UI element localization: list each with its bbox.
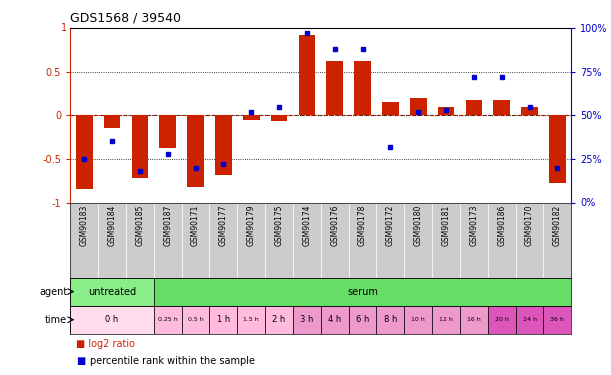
Text: 0.5 h: 0.5 h bbox=[188, 317, 203, 322]
Bar bbox=[210, 202, 237, 278]
Text: GSM90170: GSM90170 bbox=[525, 205, 534, 246]
Text: GSM90181: GSM90181 bbox=[442, 205, 450, 246]
Text: GSM90187: GSM90187 bbox=[163, 205, 172, 246]
Bar bbox=[460, 306, 488, 334]
Bar bbox=[159, 116, 176, 148]
Text: GDS1568 / 39540: GDS1568 / 39540 bbox=[70, 11, 181, 24]
Text: 4 h: 4 h bbox=[328, 315, 342, 324]
Bar bbox=[549, 116, 566, 183]
Bar bbox=[293, 202, 321, 278]
Bar bbox=[521, 106, 538, 116]
Text: 1: 1 bbox=[61, 23, 67, 33]
Bar bbox=[516, 306, 543, 334]
Text: 2 h: 2 h bbox=[273, 315, 286, 324]
Text: 36 h: 36 h bbox=[551, 317, 565, 322]
Bar bbox=[349, 202, 376, 278]
Bar bbox=[265, 306, 293, 334]
Bar bbox=[543, 202, 571, 278]
Text: serum: serum bbox=[347, 286, 378, 297]
Bar bbox=[70, 202, 98, 278]
Text: 10 h: 10 h bbox=[411, 317, 425, 322]
Bar bbox=[466, 100, 482, 116]
Text: 3 h: 3 h bbox=[300, 315, 313, 324]
Bar bbox=[321, 306, 349, 334]
Text: GSM90180: GSM90180 bbox=[414, 205, 423, 246]
Text: 16 h: 16 h bbox=[467, 317, 481, 322]
Bar bbox=[76, 116, 92, 189]
Bar bbox=[187, 116, 204, 187]
Text: ■ log2 ratio: ■ log2 ratio bbox=[76, 339, 136, 349]
Text: GSM90175: GSM90175 bbox=[274, 205, 284, 246]
Bar bbox=[210, 306, 237, 334]
Bar bbox=[460, 202, 488, 278]
Text: GSM90179: GSM90179 bbox=[247, 205, 255, 246]
Bar bbox=[432, 202, 460, 278]
Text: 0.25 h: 0.25 h bbox=[158, 317, 178, 322]
Text: GSM90171: GSM90171 bbox=[191, 205, 200, 246]
Bar bbox=[376, 202, 404, 278]
Bar bbox=[215, 116, 232, 175]
Bar bbox=[243, 116, 260, 120]
Text: 6 h: 6 h bbox=[356, 315, 369, 324]
Bar bbox=[154, 202, 181, 278]
Text: time: time bbox=[45, 315, 67, 325]
Text: agent: agent bbox=[39, 286, 67, 297]
Bar bbox=[126, 202, 154, 278]
Bar bbox=[293, 306, 321, 334]
Bar bbox=[432, 306, 460, 334]
Text: 1 h: 1 h bbox=[217, 315, 230, 324]
Bar bbox=[237, 202, 265, 278]
Bar bbox=[376, 306, 404, 334]
Bar bbox=[437, 106, 455, 116]
Bar bbox=[181, 306, 210, 334]
Text: GSM90186: GSM90186 bbox=[497, 205, 506, 246]
Text: percentile rank within the sample: percentile rank within the sample bbox=[90, 356, 255, 366]
Bar bbox=[404, 202, 432, 278]
Text: GSM90173: GSM90173 bbox=[469, 205, 478, 246]
Bar bbox=[104, 116, 120, 128]
Bar bbox=[131, 116, 148, 178]
Bar bbox=[488, 202, 516, 278]
Bar bbox=[321, 202, 349, 278]
Text: GSM90178: GSM90178 bbox=[358, 205, 367, 246]
Bar bbox=[181, 202, 210, 278]
Text: GSM90176: GSM90176 bbox=[330, 205, 339, 246]
Bar bbox=[493, 100, 510, 116]
Text: GSM90184: GSM90184 bbox=[108, 205, 117, 246]
Bar bbox=[154, 306, 181, 334]
Text: ■: ■ bbox=[76, 356, 86, 366]
Bar bbox=[265, 202, 293, 278]
Text: GSM90185: GSM90185 bbox=[136, 205, 144, 246]
Text: 1.5 h: 1.5 h bbox=[243, 317, 259, 322]
Bar bbox=[516, 202, 543, 278]
Bar bbox=[543, 306, 571, 334]
Text: GSM90182: GSM90182 bbox=[553, 205, 562, 246]
Text: 24 h: 24 h bbox=[522, 317, 536, 322]
Text: GSM90172: GSM90172 bbox=[386, 205, 395, 246]
Text: GSM90177: GSM90177 bbox=[219, 205, 228, 246]
Bar bbox=[326, 61, 343, 116]
Bar bbox=[354, 61, 371, 116]
Bar bbox=[237, 306, 265, 334]
Bar bbox=[404, 306, 432, 334]
Bar bbox=[98, 202, 126, 278]
Bar bbox=[271, 116, 287, 122]
Bar bbox=[70, 306, 154, 334]
Text: 0 h: 0 h bbox=[105, 315, 119, 324]
Bar bbox=[488, 306, 516, 334]
Bar bbox=[382, 102, 399, 116]
Text: untreated: untreated bbox=[88, 286, 136, 297]
Bar bbox=[154, 278, 571, 306]
Text: GSM90183: GSM90183 bbox=[79, 205, 89, 246]
Bar bbox=[70, 278, 154, 306]
Text: 12 h: 12 h bbox=[439, 317, 453, 322]
Bar bbox=[299, 35, 315, 116]
Bar bbox=[410, 98, 426, 116]
Text: 20 h: 20 h bbox=[495, 317, 508, 322]
Bar bbox=[349, 306, 376, 334]
Text: GSM90174: GSM90174 bbox=[302, 205, 312, 246]
Text: 8 h: 8 h bbox=[384, 315, 397, 324]
